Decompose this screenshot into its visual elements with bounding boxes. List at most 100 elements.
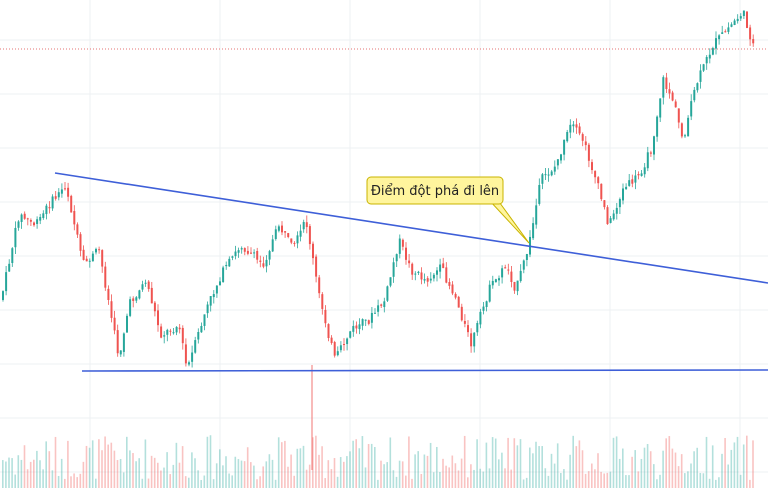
candle-body — [17, 221, 20, 228]
candle-body — [594, 171, 597, 178]
candle-body — [659, 98, 662, 118]
candle — [612, 209, 615, 221]
candle-body — [482, 306, 485, 311]
volume-bar — [194, 458, 196, 488]
candle-body — [736, 18, 739, 22]
volume-bar — [293, 475, 295, 488]
volume-bar — [693, 451, 695, 488]
volume-bar — [389, 437, 392, 488]
volume-bar — [377, 479, 379, 488]
volume-bar — [470, 464, 472, 488]
candle — [752, 34, 755, 47]
candle-body — [212, 294, 215, 298]
candle-body — [271, 239, 274, 252]
volume-bar — [57, 475, 60, 488]
candle-body — [597, 177, 600, 184]
volume-bar — [178, 462, 181, 488]
candle-body — [33, 222, 35, 226]
volume-bar — [488, 468, 491, 488]
candle — [135, 295, 138, 304]
candle — [172, 327, 175, 335]
candle-body — [126, 315, 128, 333]
candle — [293, 241, 296, 247]
candle-body — [491, 280, 494, 286]
volume-bar — [138, 458, 140, 488]
volume-bar — [346, 456, 348, 488]
candle-body — [330, 337, 333, 344]
candle-body — [250, 252, 252, 254]
candle-body — [448, 282, 451, 286]
candle-body — [91, 253, 94, 262]
volume-bar — [690, 463, 692, 488]
volume-bar — [544, 468, 547, 488]
volume-bar — [33, 459, 35, 488]
candle-body — [113, 317, 116, 331]
horizontal-support-line[interactable] — [81, 369, 768, 372]
candle — [88, 258, 91, 268]
candle — [95, 247, 97, 255]
volume-bar — [510, 469, 512, 488]
descending-trendline[interactable] — [54, 172, 768, 284]
candle — [432, 273, 435, 282]
candle — [488, 280, 491, 303]
candle — [708, 48, 711, 64]
candle-body — [429, 278, 432, 281]
candle-body — [665, 77, 668, 90]
candle-body — [572, 124, 575, 127]
candle-body — [138, 290, 141, 299]
candle — [45, 203, 48, 220]
candle — [287, 232, 290, 239]
candle — [284, 231, 287, 238]
volume-bar — [222, 465, 224, 488]
volume-bar — [73, 473, 75, 488]
candle-body — [203, 314, 206, 326]
candle — [625, 183, 628, 190]
candle-body — [646, 152, 649, 169]
candle — [494, 278, 497, 283]
volume-bar — [625, 475, 627, 488]
volume-bar — [665, 438, 667, 488]
volume-bar — [76, 477, 78, 488]
candle — [36, 216, 39, 229]
volume-bar — [721, 453, 723, 488]
candle — [448, 278, 451, 290]
callout-pointer — [487, 198, 530, 244]
candle — [736, 14, 739, 24]
candle-body — [308, 226, 311, 245]
candle — [538, 178, 541, 206]
candle-body — [200, 325, 203, 333]
candle-body — [240, 248, 243, 250]
volume-bar — [498, 459, 500, 488]
volume-bar — [674, 452, 677, 488]
volume-bar — [51, 470, 54, 488]
candle — [684, 133, 686, 138]
candle — [556, 159, 559, 170]
candle-body — [473, 332, 476, 347]
candle-body — [401, 239, 404, 247]
candle-body — [116, 330, 119, 354]
candle — [126, 313, 128, 333]
candle — [711, 46, 714, 56]
candle-body — [231, 256, 234, 258]
volume-bar — [680, 454, 683, 488]
candle-body — [352, 325, 355, 332]
volume-bar — [67, 440, 69, 488]
volume-bar — [612, 437, 615, 488]
candle-body — [476, 323, 479, 333]
candle — [699, 64, 702, 89]
volume-bar — [268, 454, 271, 488]
candle-body — [417, 271, 420, 273]
volume-bar — [135, 461, 137, 488]
candle-body — [708, 54, 711, 59]
volume-bar — [454, 463, 457, 488]
candle-body — [147, 281, 150, 290]
candle — [575, 118, 578, 134]
volume-bar — [231, 475, 233, 488]
volume-bar — [209, 435, 212, 488]
volume-bar — [64, 478, 66, 488]
candle-body — [20, 214, 23, 222]
volume-bar — [17, 455, 20, 488]
candle — [246, 246, 249, 256]
